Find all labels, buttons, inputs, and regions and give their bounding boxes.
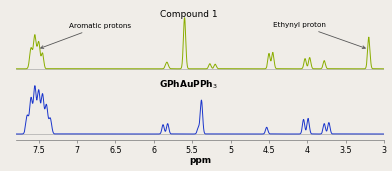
Text: Compound 1: Compound 1 (160, 10, 218, 19)
Text: GPhAuPPh$_3$: GPhAuPPh$_3$ (160, 78, 218, 91)
Text: Aromatic protons: Aromatic protons (41, 23, 131, 48)
X-axis label: ppm: ppm (189, 156, 211, 165)
Text: Ethynyl proton: Ethynyl proton (273, 22, 365, 49)
